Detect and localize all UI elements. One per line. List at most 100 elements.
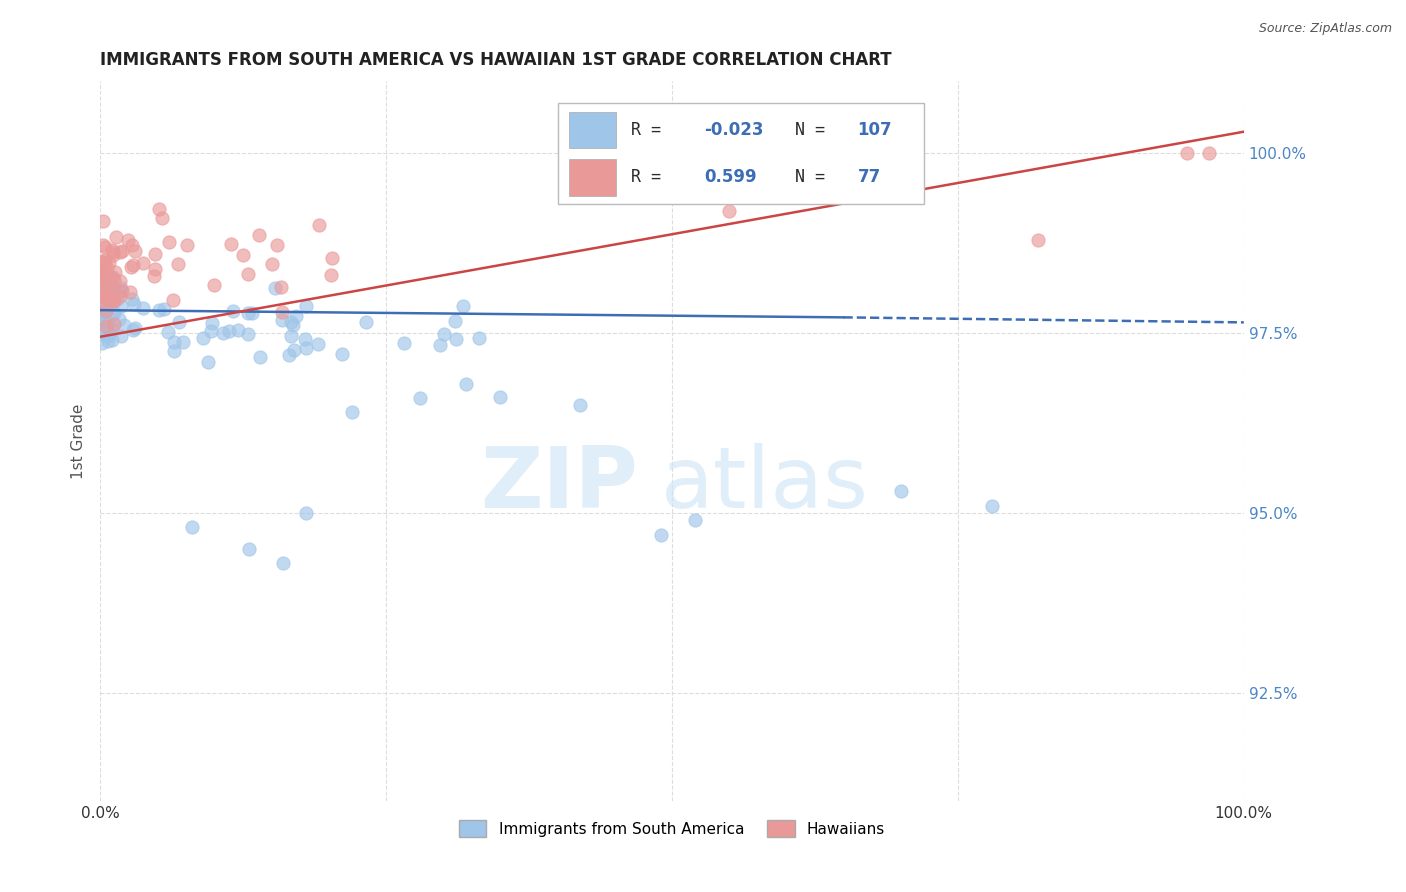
- Point: [101, 270, 124, 285]
- Point: [650, 527, 672, 541]
- Point: [91, 336, 114, 351]
- Point: [101, 308, 124, 322]
- Point: [238, 542, 260, 557]
- Point: [90, 268, 112, 282]
- Point: [97, 291, 120, 305]
- Point: [156, 326, 179, 340]
- Point: [89, 316, 111, 330]
- Point: [283, 343, 305, 358]
- Text: IMMIGRANTS FROM SOUTH AMERICA VS HAWAIIAN 1ST GRADE CORRELATION CHART: IMMIGRANTS FROM SOUTH AMERICA VS HAWAIIA…: [100, 51, 891, 69]
- Point: [94, 327, 117, 342]
- Point: [96, 294, 118, 309]
- Point: [91, 294, 114, 309]
- Point: [295, 506, 318, 520]
- Point: [100, 270, 122, 285]
- Point: [191, 331, 214, 345]
- Point: [167, 315, 190, 329]
- Point: [100, 243, 122, 257]
- Point: [264, 281, 287, 295]
- Point: [94, 279, 117, 293]
- Point: [1026, 233, 1049, 247]
- Point: [100, 320, 122, 334]
- Point: [105, 284, 128, 298]
- Point: [202, 278, 225, 293]
- Point: [93, 297, 115, 311]
- Point: [93, 240, 115, 254]
- Point: [121, 258, 143, 272]
- Point: [91, 267, 114, 281]
- Point: [124, 297, 146, 311]
- Point: [238, 267, 260, 281]
- Point: [281, 318, 304, 333]
- Point: [105, 230, 128, 244]
- Point: [240, 306, 263, 320]
- Point: [91, 273, 114, 287]
- Point: [94, 301, 117, 315]
- Point: [143, 247, 166, 261]
- Point: [121, 293, 143, 307]
- Point: [321, 251, 343, 265]
- Point: [270, 305, 292, 319]
- Point: [148, 303, 170, 318]
- Point: [569, 398, 592, 412]
- Point: [110, 299, 132, 313]
- Point: [97, 334, 120, 348]
- Point: [97, 290, 120, 304]
- Point: [429, 338, 451, 352]
- Point: [93, 268, 115, 283]
- Point: [1175, 146, 1198, 161]
- Point: [103, 293, 125, 307]
- Point: [101, 245, 124, 260]
- Point: [112, 318, 135, 333]
- Point: [91, 293, 114, 308]
- Point: [97, 325, 120, 339]
- Point: [93, 313, 115, 327]
- Point: [278, 348, 301, 362]
- Point: [308, 336, 330, 351]
- Point: [93, 310, 115, 325]
- Point: [98, 287, 121, 301]
- Point: [319, 268, 342, 283]
- Point: [444, 314, 467, 328]
- Point: [294, 332, 316, 346]
- Point: [132, 301, 155, 316]
- Text: Source: ZipAtlas.com: Source: ZipAtlas.com: [1258, 22, 1392, 36]
- Point: [232, 248, 254, 262]
- Point: [271, 557, 294, 571]
- Point: [103, 317, 125, 331]
- Point: [120, 260, 142, 275]
- Point: [683, 513, 706, 527]
- Point: [89, 287, 111, 301]
- Point: [103, 247, 125, 261]
- Point: [356, 315, 378, 329]
- Point: [142, 268, 165, 283]
- Point: [94, 320, 117, 334]
- Point: [101, 333, 124, 347]
- Point: [103, 306, 125, 320]
- Point: [90, 281, 112, 295]
- Point: [212, 326, 235, 340]
- Point: [150, 211, 173, 225]
- Point: [456, 376, 478, 391]
- Point: [157, 235, 180, 250]
- Point: [94, 256, 117, 270]
- Point: [91, 296, 114, 310]
- Point: [308, 218, 330, 232]
- Point: [107, 312, 129, 326]
- Point: [201, 316, 224, 330]
- Point: [110, 284, 132, 298]
- Point: [221, 304, 243, 318]
- Point: [104, 265, 127, 279]
- Point: [121, 238, 143, 252]
- Point: [249, 350, 271, 364]
- Point: [340, 405, 363, 419]
- Point: [117, 233, 139, 247]
- Text: atlas: atlas: [661, 442, 869, 525]
- Point: [238, 326, 260, 341]
- Point: [90, 318, 112, 332]
- Point: [163, 335, 186, 350]
- Point: [110, 244, 132, 259]
- Point: [91, 294, 114, 309]
- Point: [280, 315, 302, 329]
- Point: [90, 282, 112, 296]
